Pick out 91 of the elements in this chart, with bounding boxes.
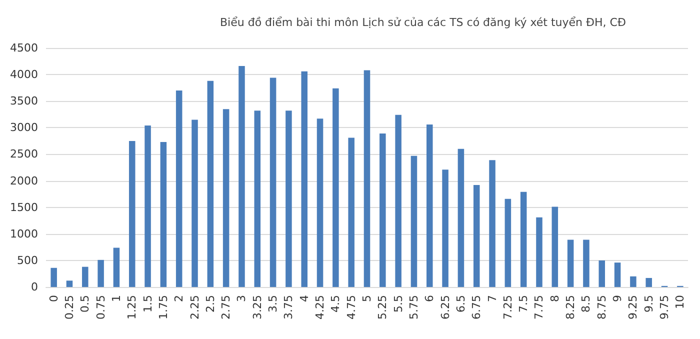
x-tick-label: 9.5 (642, 295, 656, 312)
y-tick-label: 2000 (10, 174, 38, 188)
x-tick-label: 1.25 (126, 295, 139, 320)
x-tick-label: 9.25 (626, 295, 640, 320)
y-tick-label: 500 (17, 254, 38, 267)
x-tick-label: 7.75 (532, 295, 546, 320)
x-tick-label: 6.25 (438, 295, 452, 320)
bar (332, 88, 339, 287)
bar (286, 110, 292, 287)
bar (442, 170, 448, 287)
x-tick-label: 6.5 (454, 295, 468, 312)
bar (364, 70, 370, 287)
x-tick-label: 6 (423, 295, 436, 302)
x-tick-label: 5 (360, 295, 374, 302)
x-tick-label: 3.75 (282, 295, 296, 320)
bar (458, 148, 464, 287)
x-tick-label: 2 (172, 295, 186, 302)
x-tick-label: 4.75 (344, 295, 358, 320)
bar (301, 71, 308, 287)
y-tick-label: 4000 (10, 68, 38, 82)
bar (254, 110, 261, 287)
x-tick-label: 4.25 (314, 295, 327, 320)
bar (144, 126, 151, 287)
x-tick-label: 5.75 (407, 295, 420, 320)
x-tick-label: 3.5 (266, 295, 280, 312)
bar (192, 120, 198, 287)
bar (316, 118, 324, 287)
x-tick-label: 2.5 (204, 295, 217, 312)
x-tick-label: 4.5 (329, 295, 342, 312)
x-tick-label: 2.25 (188, 295, 202, 320)
y-tick-label: 3000 (10, 121, 38, 134)
x-tick-label: 6.75 (470, 295, 484, 320)
x-tick-label: 3.25 (250, 295, 264, 320)
chart-title: Biểu đồ điểm bài thi môn Lịch sử của các TS có đăng ký xét tuyển ĐH, CĐ (220, 16, 626, 29)
x-tick-label: 1.75 (156, 295, 170, 320)
bar (520, 192, 527, 287)
x-tick-label: 1.5 (141, 295, 154, 312)
x-tick-label: 7.25 (501, 295, 514, 320)
y-tick-label: 1000 (10, 227, 38, 240)
bar (504, 198, 512, 287)
y-tick-label: 2500 (10, 148, 38, 161)
bar (598, 260, 606, 287)
y-tick-label: 3500 (10, 94, 38, 108)
x-tick-label: 0 (47, 295, 60, 302)
x-tick-label: 9.75 (658, 295, 672, 320)
bar (50, 268, 57, 287)
x-tick-label: 0.25 (62, 295, 76, 320)
x-tick-label: 9 (611, 295, 624, 302)
bar (270, 78, 276, 287)
bar (489, 160, 496, 287)
bar (473, 185, 480, 287)
y-tick-label: 1500 (10, 200, 38, 214)
x-tick-label: 8.25 (564, 295, 578, 320)
bar (348, 138, 354, 287)
x-tick-label: 10 (674, 295, 687, 309)
bar (66, 280, 73, 287)
bar (583, 240, 590, 287)
bar (410, 156, 418, 287)
bar (222, 109, 230, 287)
bar (380, 134, 386, 287)
x-tick-label: 1 (110, 295, 123, 302)
x-tick-label: 0.75 (94, 295, 108, 320)
bar (128, 140, 136, 287)
bar (113, 248, 120, 287)
x-tick-label: 5.25 (376, 295, 390, 320)
x-tick-label: 7 (486, 295, 499, 302)
bar (552, 206, 558, 287)
x-tick-label: 8.75 (595, 295, 608, 320)
bar (426, 124, 433, 287)
x-tick-label: 3 (235, 295, 248, 302)
bar (176, 90, 182, 287)
x-tick-label: 0.5 (78, 295, 92, 312)
x-tick-label: 8 (548, 295, 562, 302)
bar (614, 262, 621, 287)
y-tick-label: 0 (31, 280, 38, 294)
bar (82, 266, 88, 287)
bar (207, 80, 214, 287)
x-tick-label: 7.5 (517, 295, 530, 312)
bar (646, 278, 652, 287)
bar (567, 240, 574, 287)
bar (98, 260, 104, 287)
bar (630, 276, 636, 287)
bar (395, 114, 402, 287)
x-tick-label: 2.75 (220, 295, 233, 320)
x-tick-label: 4 (298, 295, 311, 302)
x-tick-label: 5.5 (392, 295, 405, 312)
bar (238, 66, 245, 287)
bar (160, 142, 167, 287)
x-tick-label: 8.5 (580, 295, 593, 312)
y-tick-label: 4500 (10, 42, 38, 54)
bar (536, 217, 542, 287)
